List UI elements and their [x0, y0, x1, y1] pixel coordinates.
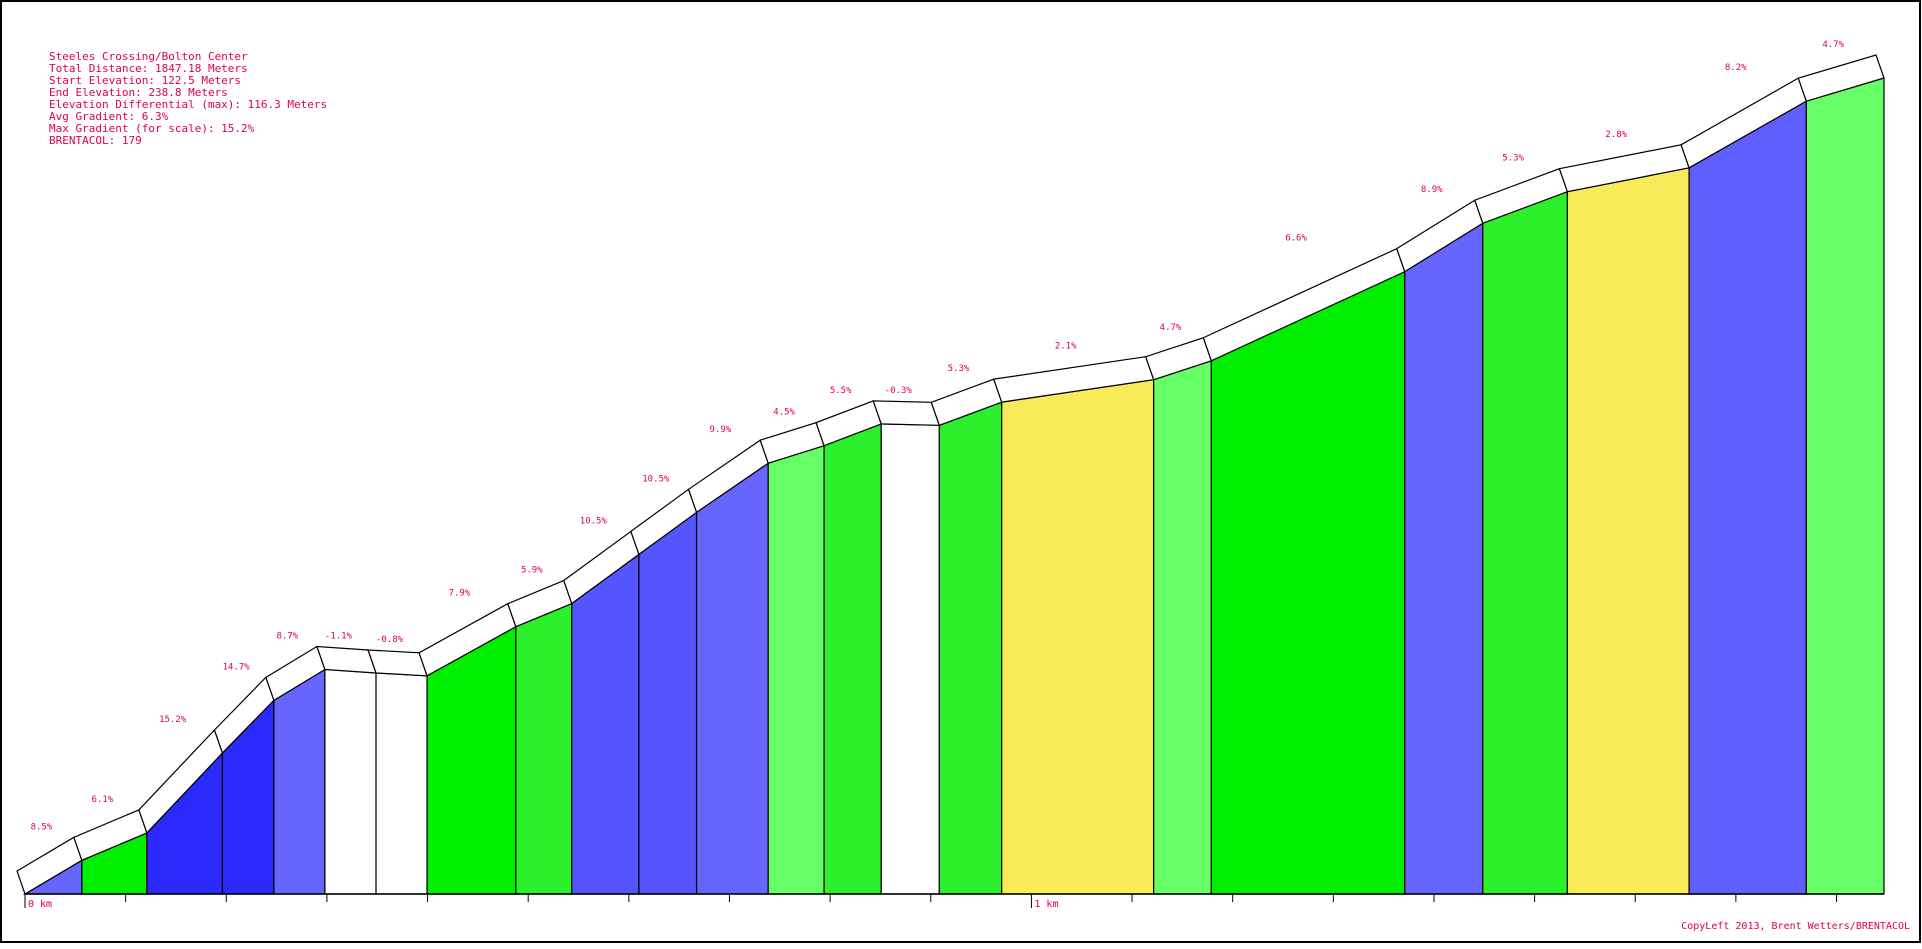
gradient-label: 4.7%	[1822, 40, 1844, 50]
gradient-label: 10.5%	[642, 474, 670, 484]
segment-bar	[1153, 359, 1212, 895]
gradient-label: 8.9%	[1421, 185, 1443, 195]
gradient-label: 7.9%	[449, 589, 471, 599]
segment-bar	[1566, 167, 1690, 895]
info-line: Max Gradient (for scale): 15.2%	[49, 122, 255, 135]
info-line: Total Distance: 1847.18 Meters	[49, 62, 248, 75]
segment-bar	[571, 553, 640, 895]
segment-bar	[515, 602, 573, 895]
gradient-label: 2.8%	[1605, 130, 1627, 140]
gradient-label: 5.3%	[948, 364, 970, 374]
info-line: BRENTACOL: 179	[49, 134, 142, 147]
gradient-label: 6.1%	[92, 795, 114, 805]
gradient-label: 5.3%	[1502, 154, 1524, 164]
segment-bar	[823, 423, 882, 895]
x-tick-label: 0 km	[28, 899, 52, 910]
segment-bar	[1404, 222, 1484, 895]
x-tick-label: 1 km	[1034, 899, 1058, 910]
gradient-label: 4.5%	[773, 408, 795, 418]
segment-bar	[1688, 100, 1807, 895]
segment-bar	[880, 423, 940, 895]
segment-bar	[1210, 270, 1406, 895]
gradient-label: 2.1%	[1055, 342, 1077, 352]
gradient-label: 15.2%	[159, 715, 187, 725]
gradient-label: 9.9%	[710, 425, 732, 435]
segment-bar	[324, 668, 377, 895]
info-line: End Elevation: 238.8 Meters	[49, 86, 228, 99]
road-band-segment	[872, 400, 941, 426]
segment-bar	[638, 511, 698, 895]
info-line: Steeles Crossing/Bolton Center	[49, 50, 248, 63]
gradient-label: 8.7%	[277, 631, 299, 641]
x-axis: 0 km 1 km	[24, 893, 1884, 910]
segment-bar	[1001, 379, 1155, 895]
segment-bar	[1805, 77, 1885, 895]
segment-bar	[938, 401, 1003, 895]
segment-bar	[695, 462, 769, 895]
road-band-segment	[367, 649, 428, 677]
segment-bar	[1482, 190, 1569, 895]
gradient-label: -1.1%	[325, 631, 353, 641]
gradient-label: 14.7%	[223, 662, 251, 672]
segment-bar	[273, 668, 326, 895]
road-band-segment	[316, 645, 377, 674]
info-line: Start Elevation: 122.5 Meters	[49, 74, 241, 87]
gradient-label: 8.5%	[31, 822, 53, 832]
segments-layer	[22, 77, 1885, 895]
gradient-label: 4.7%	[1160, 323, 1182, 333]
gradient-label: 6.6%	[1285, 234, 1307, 244]
road-band-layer	[16, 54, 1885, 895]
gradient-label: -0.8%	[376, 635, 404, 645]
gradient-label: 10.5%	[580, 516, 608, 526]
gradient-label: 5.9%	[521, 566, 543, 576]
gradient-label: 8.2%	[1725, 63, 1747, 73]
copyright-text: CopyLeft 2013, Brent Wetters/BRENTACOL	[1681, 921, 1910, 932]
info-line: Elevation Differential (max): 116.3 Mete…	[49, 98, 327, 111]
segment-bar	[767, 444, 825, 895]
info-line: Avg Gradient: 6.3%	[49, 110, 169, 123]
gradient-label: -0.3%	[885, 386, 913, 396]
gradient-label: 5.5%	[830, 386, 852, 396]
segment-bar	[375, 672, 428, 895]
road-band-segment	[1797, 54, 1885, 102]
gradient-labels-layer: 8.5% 6.1% 15.2% 14.7% 8.7% -1.1% -0.8% 7.9% 5.9%…	[31, 40, 1845, 832]
